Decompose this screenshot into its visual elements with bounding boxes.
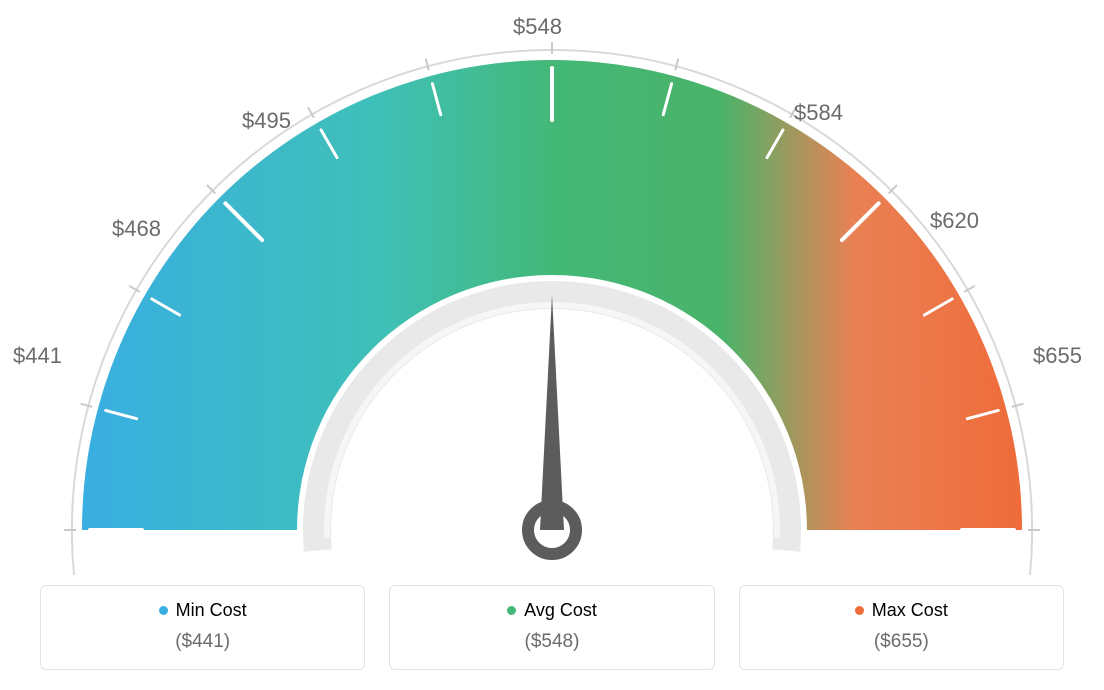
gauge-tick-label: $468: [112, 216, 161, 242]
legend-label: Max Cost: [872, 600, 948, 621]
gauge-tick-label: $548: [513, 14, 562, 40]
legend-row: Min Cost ($441) Avg Cost ($548) Max Cost…: [40, 585, 1064, 670]
legend-card-max: Max Cost ($655): [739, 585, 1064, 670]
dot-icon: [507, 606, 516, 615]
legend-card-avg: Avg Cost ($548): [389, 585, 714, 670]
dot-icon: [855, 606, 864, 615]
gauge-tick-label: $584: [794, 100, 843, 126]
legend-title-avg: Avg Cost: [507, 600, 597, 621]
legend-value-min: ($441): [41, 631, 364, 653]
legend-title-max: Max Cost: [855, 600, 948, 621]
legend-label: Avg Cost: [524, 600, 597, 621]
legend-title-min: Min Cost: [159, 600, 247, 621]
gauge-tick-label: $620: [930, 208, 979, 234]
dot-icon: [159, 606, 168, 615]
gauge-chart: [0, 0, 1104, 575]
gauge-tick-label: $441: [13, 343, 62, 369]
gauge-svg: [0, 0, 1104, 575]
legend-value-avg: ($548): [390, 631, 713, 653]
gauge-tick-label: $655: [1033, 343, 1082, 369]
legend-label: Min Cost: [176, 600, 247, 621]
legend-value-max: ($655): [740, 631, 1063, 653]
gauge-tick-label: $495: [242, 108, 291, 134]
legend-card-min: Min Cost ($441): [40, 585, 365, 670]
